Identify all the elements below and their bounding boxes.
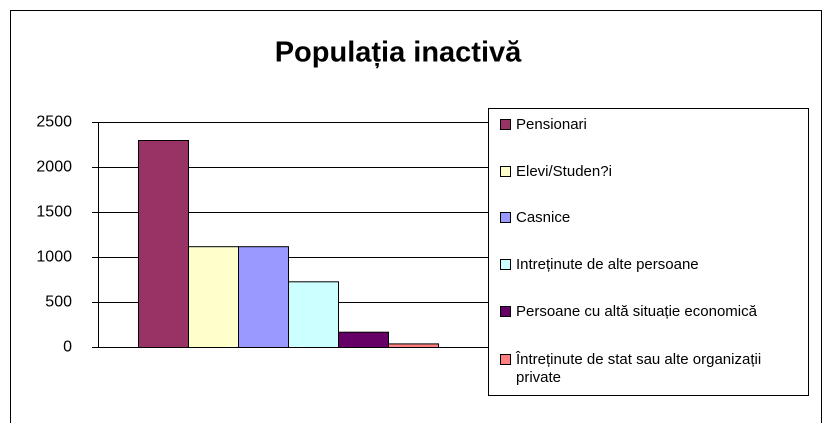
- bar: [388, 343, 439, 348]
- bar: [238, 246, 289, 348]
- bar: [288, 281, 339, 348]
- y-tick-label: 0: [63, 339, 72, 356]
- legend-line: Întreținute de stat sau alte organizații: [515, 351, 761, 368]
- bar: [138, 140, 189, 348]
- legend-swatch: [500, 212, 511, 223]
- legend-label: Elevi/Studen?i: [516, 163, 612, 180]
- legend-line: private: [516, 369, 561, 386]
- legend-box: [488, 108, 809, 396]
- y-tick-label: 2500: [36, 114, 72, 131]
- y-tick-label: 2000: [36, 159, 72, 176]
- y-tick-label: 500: [45, 294, 72, 311]
- y-tick-label: 1500: [36, 204, 72, 221]
- legend-label: Pensionari: [516, 116, 587, 133]
- legend-swatch: [500, 119, 511, 130]
- legend-label: Întreținute de stat sau alte organizații…: [515, 351, 761, 386]
- chart-title: Populația inactivă: [275, 37, 522, 69]
- legend-swatch: [500, 259, 511, 270]
- bar: [188, 246, 239, 348]
- legend-label: Intreținute de alte persoane: [516, 256, 699, 273]
- y-tick-label: 1000: [36, 249, 72, 266]
- legend-swatch: [500, 166, 511, 177]
- legend-swatch: [500, 354, 511, 365]
- legend-swatch: [500, 306, 511, 317]
- legend-label: Persoane cu altă situație economică: [516, 303, 758, 320]
- legend-label: Casnice: [516, 209, 570, 226]
- bar: [338, 331, 389, 349]
